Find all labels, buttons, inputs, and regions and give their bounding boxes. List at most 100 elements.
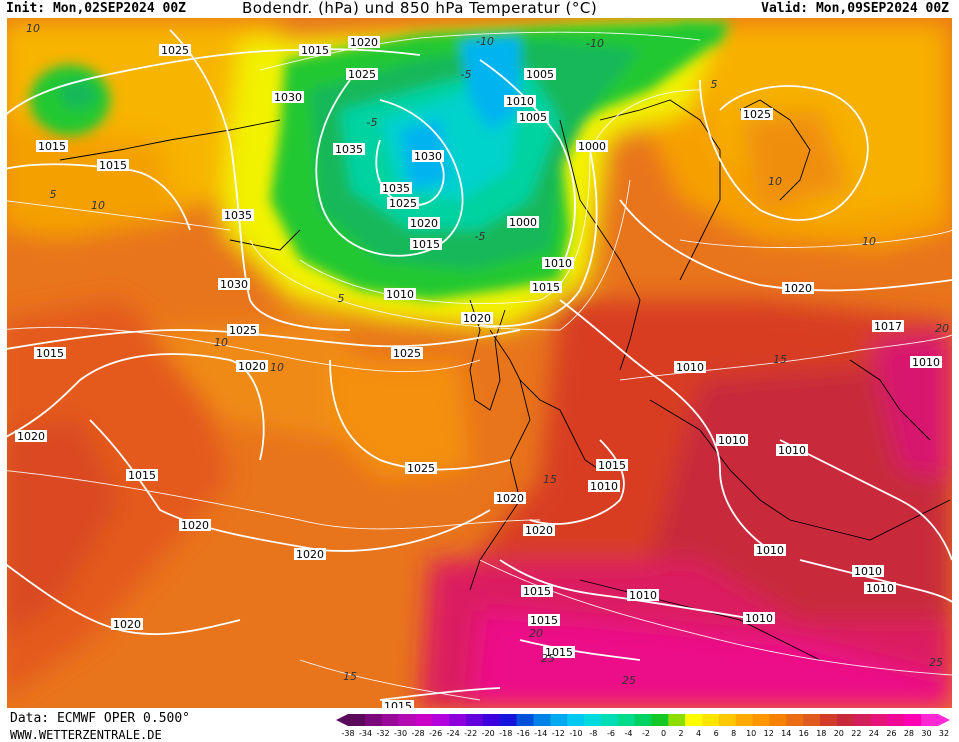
- colorbar-cell: [600, 714, 619, 726]
- isobar-label: 1015: [528, 614, 560, 627]
- isobar-label: 1010: [864, 582, 896, 595]
- temperature-label: 5: [437, 18, 444, 21]
- temperature-label: 15: [343, 670, 357, 683]
- svg-text:1010: 1010: [854, 565, 882, 578]
- colorbar-cell: [550, 714, 568, 726]
- isobar-label: 1035: [333, 143, 365, 156]
- svg-text:1010: 1010: [386, 288, 414, 301]
- isobar-label: 1035: [380, 182, 412, 195]
- temperature-label: 10: [862, 235, 876, 248]
- temperature-label: 5: [711, 78, 718, 91]
- isobar-label: 1025: [387, 197, 419, 210]
- colorbar-cell: [466, 714, 484, 726]
- colorbar-tick-label: -18: [499, 729, 513, 738]
- isobar-label: 1015: [521, 585, 553, 598]
- colorbar-cell: [533, 714, 551, 726]
- colorbar-tick-label: -12: [551, 729, 565, 738]
- isobar-label: 1025: [227, 324, 259, 337]
- colorbar-arrow-left: [336, 714, 348, 726]
- temperature-label: 25: [622, 674, 636, 687]
- colorbar-tick-label: 30: [921, 729, 932, 738]
- isobar-label: 1025: [346, 68, 378, 81]
- svg-text:1020: 1020: [496, 492, 524, 505]
- isobar-label: 1020: [782, 282, 814, 295]
- colorbar-cell: [853, 714, 872, 726]
- svg-text:1010: 1010: [912, 356, 940, 369]
- svg-text:1025: 1025: [407, 462, 435, 475]
- colorbar-tick-label: -26: [429, 729, 443, 738]
- valid-time: Valid: Mon,09SEP2024 00Z: [761, 1, 949, 16]
- svg-text:1035: 1035: [224, 209, 252, 222]
- colorbar-cell: [904, 714, 922, 726]
- isobar-label: 1015: [36, 140, 68, 153]
- colorbar-tick-label: -4: [624, 729, 633, 738]
- svg-text:1020: 1020: [238, 360, 266, 373]
- isobar-label: 1010: [743, 612, 775, 625]
- colorbar-ticks: -38 -34 -32 -30 -28 -26 -24 -22 -20 -18 -16 -14 -12-…: [340, 729, 952, 741]
- temperature-label: 10: [26, 22, 40, 35]
- colorbar-tick-label: -22: [464, 729, 478, 738]
- isobar-label: 1015: [543, 646, 575, 659]
- isobar-label: 1015: [382, 700, 414, 708]
- isobar-label: 1010: [910, 356, 942, 369]
- colorbar-cell: [516, 714, 534, 726]
- svg-text:1015: 1015: [530, 614, 558, 627]
- temperature-label: 10: [214, 336, 228, 349]
- svg-text:1030: 1030: [220, 278, 248, 291]
- colorbar-cell: [634, 714, 652, 726]
- temperature-label: 25: [929, 656, 943, 669]
- svg-text:1020: 1020: [181, 519, 209, 532]
- colorbar-tick-label: 12: [763, 729, 774, 738]
- svg-text:1010: 1010: [778, 444, 806, 457]
- colorbar-cell: [617, 714, 636, 726]
- svg-text:1020: 1020: [784, 282, 812, 295]
- isobar-label: 1010: [588, 480, 620, 493]
- svg-text:1020: 1020: [350, 36, 378, 49]
- colorbar-cell: [887, 714, 905, 726]
- colorbar-cell: [752, 714, 770, 726]
- temperature-label: -5: [367, 116, 378, 129]
- colorbar-tick-label: 14: [781, 729, 792, 738]
- isobar-label: 1020: [111, 618, 143, 631]
- svg-text:1025: 1025: [743, 108, 771, 121]
- svg-text:1015: 1015: [384, 700, 412, 708]
- isobar-label: 1010: [542, 257, 574, 270]
- colorbar-cell: [870, 714, 888, 726]
- colorbar-cell: [735, 714, 754, 726]
- isobar-label: 1010: [627, 589, 659, 602]
- weather-map: 1025 1020 1015 1025 1030 1005 1010 1005 1025 1015…: [7, 18, 952, 708]
- colorbar: [336, 714, 950, 726]
- colorbar-cell: [668, 714, 686, 726]
- isobar-label: 1010: [852, 565, 884, 578]
- svg-text:1015: 1015: [38, 140, 66, 153]
- colorbar-cell: [449, 714, 467, 726]
- colorbar-cell: [348, 714, 366, 726]
- temperature-contours: [7, 31, 952, 701]
- isobar-label: 1015: [34, 347, 66, 360]
- isobar-label: 1020: [179, 519, 211, 532]
- colorbar-cell: [836, 714, 855, 726]
- svg-text:1020: 1020: [410, 217, 438, 230]
- colorbar-tick-label: 0: [660, 729, 667, 738]
- isobar-label: 1015: [97, 159, 129, 172]
- data-source-label: Data: ECMWF OPER 0.500°: [10, 711, 191, 726]
- isobar-label: 1000: [507, 216, 539, 229]
- isobar-label: 1017: [872, 320, 904, 333]
- colorbar-tick-label: 18: [816, 729, 827, 738]
- temperature-label: 5: [338, 292, 345, 305]
- isobar-label: 1020: [523, 524, 555, 537]
- isobar-label: 1030: [218, 278, 250, 291]
- colorbar-cell: [769, 714, 787, 726]
- svg-text:1010: 1010: [745, 612, 773, 625]
- svg-text:1010: 1010: [676, 361, 704, 374]
- svg-text:1010: 1010: [544, 257, 572, 270]
- colorbar-cell: [685, 714, 703, 726]
- svg-text:1010: 1010: [718, 434, 746, 447]
- isobar-label: 1015: [596, 459, 628, 472]
- svg-text:1025: 1025: [229, 324, 257, 337]
- colorbar-tick-label: -32: [376, 729, 390, 738]
- svg-text:1005: 1005: [519, 111, 547, 124]
- isobar-label: 1010: [776, 444, 808, 457]
- isobar-label: 1020: [236, 360, 268, 373]
